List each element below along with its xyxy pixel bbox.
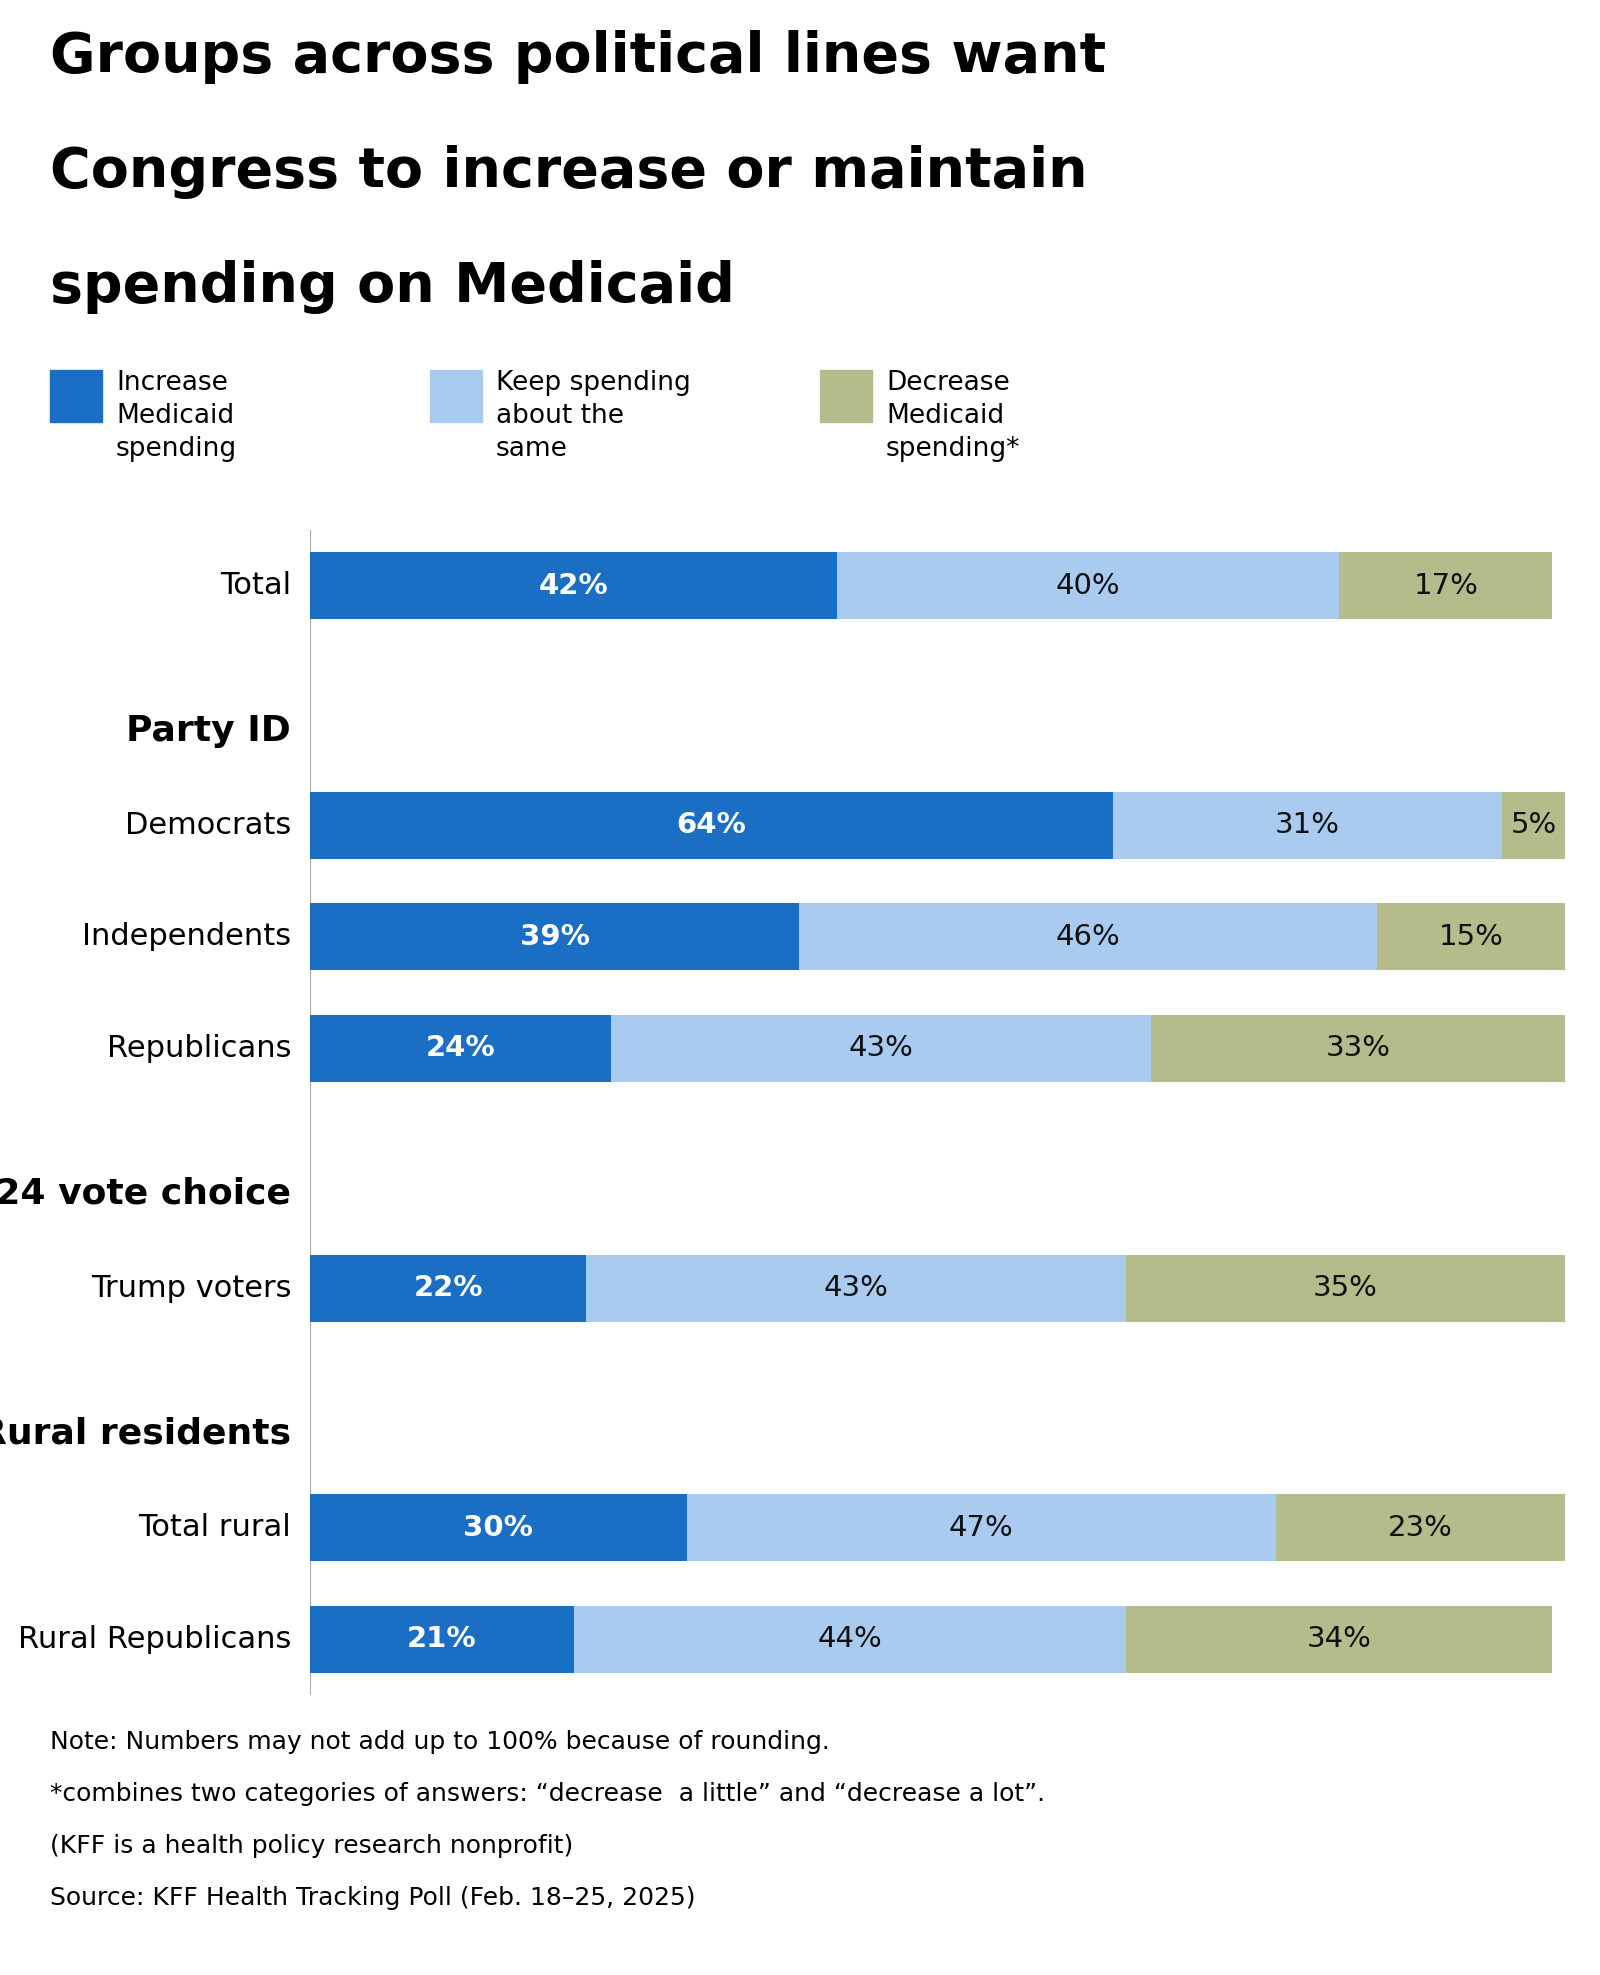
Text: 17%: 17%	[1413, 571, 1478, 600]
Text: spending on Medicaid: spending on Medicaid	[50, 261, 734, 314]
Text: Note: Numbers may not add up to 100% because of rounding.: Note: Numbers may not add up to 100% bec…	[50, 1730, 830, 1754]
Text: Keep spending
about the
same: Keep spending about the same	[496, 369, 691, 462]
Text: 43%: 43%	[848, 1035, 914, 1063]
Bar	[586, 1254, 1126, 1321]
Text: Source: KFF Health Tracking Poll (Feb. 18–25, 2025): Source: KFF Health Tracking Poll (Feb. 1…	[50, 1886, 696, 1910]
Text: 22%: 22%	[413, 1274, 483, 1302]
Text: 15%: 15%	[1438, 922, 1504, 950]
Text: 43%: 43%	[824, 1274, 888, 1302]
Text: Decrease
Medicaid
spending*: Decrease Medicaid spending*	[886, 369, 1021, 462]
Text: Republicans: Republicans	[107, 1033, 291, 1063]
Text: (KFF is a health policy research nonprofit): (KFF is a health policy research nonprof…	[50, 1835, 573, 1858]
Text: 35%: 35%	[1314, 1274, 1378, 1302]
Text: Increase
Medicaid
spending: Increase Medicaid spending	[115, 369, 237, 462]
Text: 42%: 42%	[539, 571, 608, 600]
Bar	[800, 903, 1376, 970]
Bar	[1502, 792, 1565, 859]
Text: 47%: 47%	[949, 1513, 1014, 1542]
Bar	[1277, 1495, 1565, 1560]
Text: Independents: Independents	[82, 922, 291, 952]
Bar	[573, 1606, 1126, 1673]
Text: 5%: 5%	[1510, 812, 1557, 839]
Bar	[310, 903, 800, 970]
Text: 30%: 30%	[464, 1513, 533, 1542]
Text: Total rural: Total rural	[139, 1513, 291, 1542]
Text: Rural Republicans: Rural Republicans	[18, 1625, 291, 1653]
Text: 34%: 34%	[1307, 1625, 1371, 1653]
Text: Rural residents: Rural residents	[0, 1416, 291, 1450]
Text: *combines two categories of answers: “decrease  a little” and “decrease a lot”.: *combines two categories of answers: “de…	[50, 1781, 1045, 1805]
Text: 46%: 46%	[1056, 922, 1120, 950]
Bar	[310, 1495, 686, 1560]
Bar	[310, 1015, 611, 1082]
Bar	[611, 1015, 1150, 1082]
Bar	[1126, 1606, 1552, 1673]
Bar	[837, 553, 1339, 620]
Bar	[1376, 903, 1565, 970]
Text: 31%: 31%	[1275, 812, 1341, 839]
Text: Congress to increase or maintain: Congress to increase or maintain	[50, 144, 1088, 199]
Text: 39%: 39%	[520, 922, 590, 950]
Text: Total: Total	[221, 571, 291, 600]
Text: 33%: 33%	[1325, 1035, 1390, 1063]
Bar	[310, 792, 1114, 859]
Bar	[686, 1495, 1277, 1560]
Bar	[1150, 1015, 1565, 1082]
Text: 24%: 24%	[426, 1035, 496, 1063]
Text: 64%: 64%	[677, 812, 747, 839]
Text: 40%: 40%	[1056, 571, 1120, 600]
Bar	[310, 1606, 573, 1673]
Bar	[1114, 792, 1502, 859]
Bar	[1339, 553, 1552, 620]
Bar	[1126, 1254, 1565, 1321]
Bar	[310, 1254, 586, 1321]
Text: Democrats: Democrats	[125, 812, 291, 839]
Text: Groups across political lines want: Groups across political lines want	[50, 30, 1106, 85]
Text: 44%: 44%	[818, 1625, 882, 1653]
Bar	[310, 553, 837, 620]
Text: 2024 vote choice: 2024 vote choice	[0, 1177, 291, 1211]
Text: Party ID: Party ID	[126, 713, 291, 749]
Text: Trump voters: Trump voters	[91, 1274, 291, 1304]
Text: 23%: 23%	[1389, 1513, 1453, 1542]
Text: 21%: 21%	[406, 1625, 477, 1653]
